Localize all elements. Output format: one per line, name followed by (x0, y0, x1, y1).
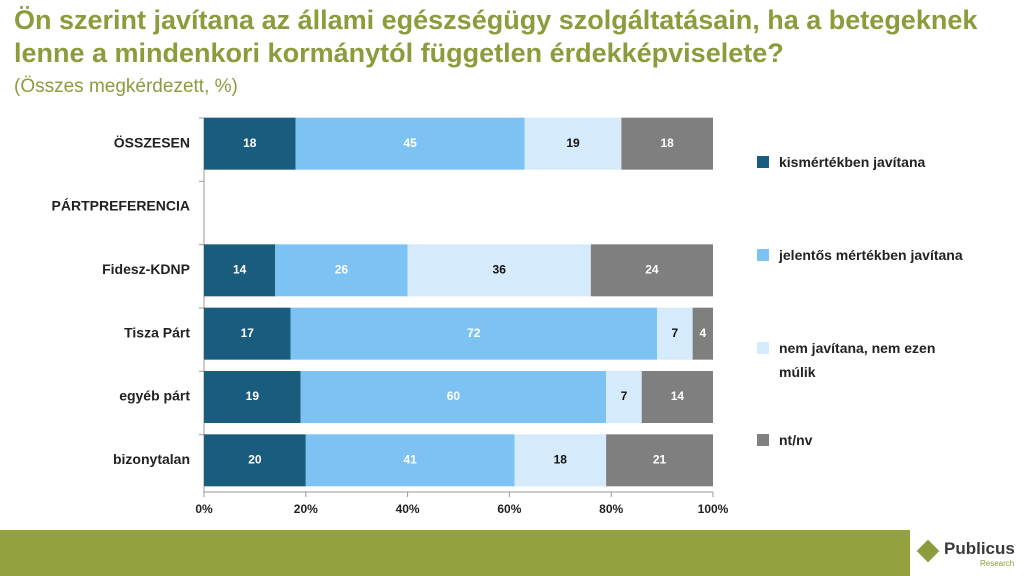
data-label: 18 (554, 453, 568, 467)
data-label: 14 (233, 263, 247, 277)
bar-segment (407, 244, 591, 297)
legend-entry: jelentős mértékben javítana (757, 243, 1007, 267)
data-label: 24 (645, 263, 659, 277)
bar-segment (514, 434, 607, 487)
x-tick-label: 60% (497, 502, 521, 516)
y-tick-label: egyéb párt (119, 388, 190, 404)
legend-swatch (757, 249, 769, 261)
bar-segment (524, 117, 622, 170)
logo-icon (916, 539, 940, 563)
y-tick-label: Tisza Párt (124, 324, 190, 340)
legend-entry: nt/nv (757, 428, 1007, 452)
data-label: 72 (467, 326, 481, 340)
legend-label: nem javítana, nem ezen múlik (779, 340, 936, 380)
bar-segment (204, 434, 306, 487)
bar-segment (590, 244, 713, 297)
x-tick-label: 80% (599, 502, 623, 516)
logo-sub: Research (980, 559, 1015, 568)
x-tick-label: 20% (294, 502, 318, 516)
data-label: 18 (661, 136, 675, 150)
y-tick-label: ÖSSZESEN (114, 134, 190, 150)
bar-segment (606, 371, 642, 423)
data-label: 19 (246, 389, 260, 403)
footer-bar (0, 530, 910, 576)
bar-segment (275, 244, 408, 297)
data-label: 7 (621, 389, 628, 403)
bar-segment (204, 307, 291, 360)
legend-entry: kismértékben javítana (757, 150, 1007, 174)
bar-segment (290, 307, 658, 360)
legend-label: kismértékben javítana (779, 154, 926, 170)
bar-segment (204, 244, 276, 297)
legend-swatch (757, 434, 769, 446)
y-tick-label: Fidesz-KDNP (102, 261, 190, 277)
data-label: 18 (243, 136, 257, 150)
bar-segment (621, 117, 713, 170)
bar-segment (692, 307, 713, 360)
data-label: 17 (241, 326, 255, 340)
data-label: 60 (447, 389, 461, 403)
bar-segment (606, 434, 713, 487)
data-label: 41 (403, 453, 417, 467)
y-tick-label: PÁRTPREFERENCIA (52, 198, 190, 214)
legend-swatch (757, 342, 769, 354)
logo: Publicus Research (916, 537, 1024, 573)
x-tick-label: 100% (698, 502, 729, 516)
bar-segment (657, 307, 693, 360)
data-label: 14 (671, 389, 685, 403)
data-label: 21 (653, 453, 667, 467)
data-label: 20 (248, 453, 262, 467)
data-label: 4 (699, 326, 706, 340)
x-tick-label: 40% (396, 502, 420, 516)
bar-segment (204, 371, 301, 423)
bar-segment (295, 117, 525, 170)
bar-segment (305, 434, 515, 487)
chart-subtitle: (Összes megkérdezett, %) (14, 76, 238, 97)
bar-segment (204, 117, 296, 170)
data-label: 36 (493, 263, 507, 277)
data-label: 7 (671, 326, 678, 340)
data-label: 26 (335, 263, 349, 277)
data-label: 19 (566, 136, 580, 150)
bar-segment (300, 371, 607, 423)
legend-entry: nem javítana, nem ezen múlik (757, 336, 1007, 384)
legend-swatch (757, 156, 769, 168)
chart-title: Ön szerint javítana az állami egészségüg… (14, 5, 978, 68)
bar-segment (641, 371, 713, 423)
legend-label: nt/nv (779, 432, 813, 448)
y-tick-label: bizonytalan (113, 451, 190, 467)
x-tick-label: 0% (195, 502, 213, 516)
logo-name: Publicus (944, 539, 1015, 558)
legend-label: jelentős mértékben javítana (779, 247, 963, 263)
data-label: 45 (403, 136, 417, 150)
